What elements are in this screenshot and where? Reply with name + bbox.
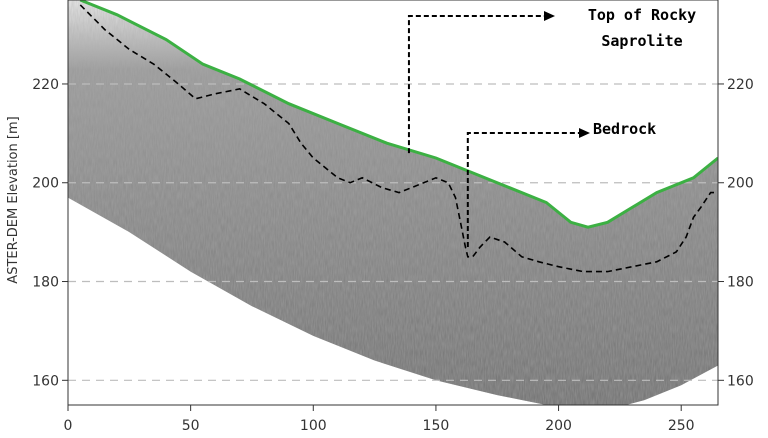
- y-tick-label-left: 220: [32, 77, 59, 93]
- y-tick-label-right: 200: [727, 176, 754, 192]
- y-tick-label-left: 180: [32, 275, 59, 291]
- y-tick-label-left: 160: [32, 373, 59, 389]
- annotation-saprolite-line2: Saprolite: [601, 32, 682, 50]
- annotation-bedrock-arrowhead: [579, 128, 590, 138]
- y-axis-title: ASTER-DEM Elevation [m]: [6, 116, 21, 283]
- y-tick-label-right: 160: [727, 373, 754, 389]
- x-tick-label: 0: [64, 418, 73, 434]
- radargram-texture: [68, 0, 718, 405]
- grid-lines: [68, 83, 718, 381]
- x-tick-label: 50: [182, 418, 200, 434]
- plot-frame: [67, 0, 719, 406]
- x-tick-label: 150: [423, 418, 450, 434]
- x-tick-label: 100: [300, 418, 327, 434]
- annotation-saprolite: Top of Rocky Saprolite: [407, 6, 696, 154]
- plot-area: [68, 0, 718, 405]
- y-axis-left: 160 180 200 220: [32, 77, 68, 389]
- annotation-bedrock-label: Bedrock: [593, 120, 656, 138]
- annotation-saprolite-arrowhead: [544, 11, 555, 21]
- annotation-bedrock-leader: [466, 132, 581, 247]
- y-axis-right: 160 180 200 220: [718, 77, 754, 389]
- annotation-saprolite-leader: [407, 15, 546, 154]
- series-top-of-rocky-saprolite-line: [79, 0, 718, 229]
- y-tick-label-right: 180: [727, 275, 754, 291]
- x-tick-label: 250: [668, 418, 695, 434]
- y-tick-label-left: 200: [32, 176, 59, 192]
- y-tick-label-right: 220: [727, 77, 754, 93]
- x-tick-label: 200: [545, 418, 572, 434]
- annotation-saprolite-line1: Top of Rocky: [588, 6, 696, 24]
- annotation-bedrock: Bedrock: [466, 120, 656, 247]
- x-axis: 0 50 100 150 200 250: [64, 405, 695, 434]
- series-bedrock-line: [79, 4, 718, 273]
